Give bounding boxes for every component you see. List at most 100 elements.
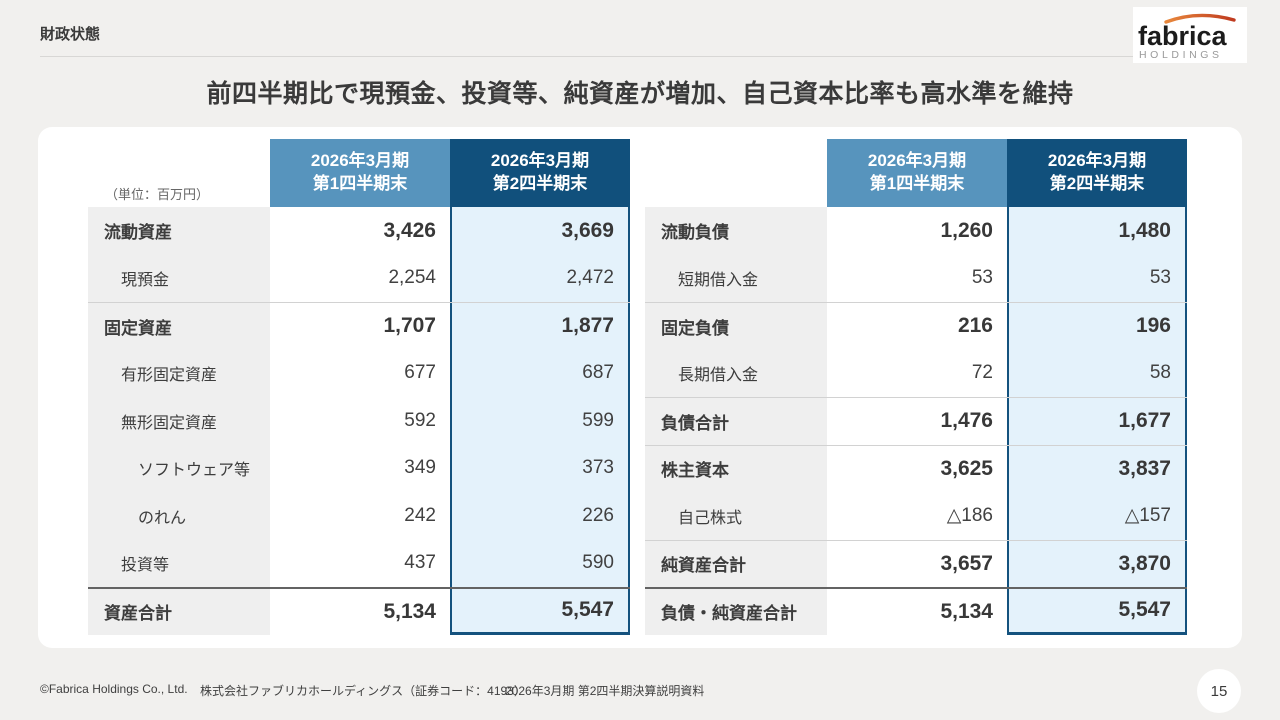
unit-label: （単位：百万円） <box>105 187 210 202</box>
content-card: （単位：百万円） 2026年3月期 第1四半期末 2026年3月期 第2四半期末… <box>38 127 1242 648</box>
value-q1: 5,134 <box>940 599 993 623</box>
row-label: 流動負債 <box>645 207 827 255</box>
row-label: 長期借入金 <box>645 349 827 397</box>
col-header-q1: 2026年3月期 第1四半期末 <box>827 139 1007 207</box>
value-q1: 349 <box>404 457 436 479</box>
value-q2: 196 <box>1007 303 1187 350</box>
table-row: 投資等 437 590 <box>88 539 630 587</box>
table-row: のれん 242 226 <box>88 492 630 540</box>
liabilities-table-body: 流動負債 1,260 1,480 短期借入金 53 53 固定負債 216 196 長期借入金 72… <box>645 207 1187 635</box>
value-q1: 1,260 <box>940 218 993 242</box>
row-label: 無形固定資産 <box>88 397 270 445</box>
row-label: 純資産合計 <box>645 540 827 587</box>
value-q1: 3,657 <box>940 551 993 575</box>
company-logo: fabrica HOLDINGS <box>1133 7 1247 63</box>
col-header-q1-line2: 第1四半期末 <box>312 174 408 193</box>
page-number: 15 <box>1197 669 1241 713</box>
table-row: 負債合計 1,476 1,677 <box>645 397 1187 445</box>
liabilities-table-header: 2026年3月期 第1四半期末 2026年3月期 第2四半期末 <box>827 139 1187 207</box>
table-row: 有形固定資産 677 687 <box>88 349 630 397</box>
logo-arc-icon <box>1164 13 1236 24</box>
value-q2: 5,547 <box>450 589 630 635</box>
value-q1: 5,134 <box>383 599 436 623</box>
col-header-q1-line1: 2026年3月期 <box>867 151 967 171</box>
col-header-q2: 2026年3月期 第2四半期末 <box>1007 139 1187 207</box>
col-header-q1-line2: 第1四半期末 <box>869 174 965 193</box>
value-q2: 5,547 <box>1007 589 1187 635</box>
table-row: 流動負債 1,260 1,480 <box>645 207 1187 255</box>
row-label: 固定負債 <box>645 303 827 350</box>
row-label: 負債合計 <box>645 398 827 445</box>
assets-table: 2026年3月期 第1四半期末 2026年3月期 第2四半期末 流動資産 3,42… <box>88 139 630 635</box>
table-row: 流動資産 3,426 3,669 <box>88 207 630 255</box>
liabilities-table: 2026年3月期 第1四半期末 2026年3月期 第2四半期末 流動負債 1,26… <box>645 139 1187 635</box>
value-q1: 216 <box>957 314 993 338</box>
col-header-q2-line1: 2026年3月期 <box>490 151 590 171</box>
value-q2: 2,472 <box>450 254 630 302</box>
value-q2: 687 <box>450 349 630 397</box>
table-row: 無形固定資産 592 599 <box>88 397 630 445</box>
value-q2: 1,677 <box>1007 398 1187 445</box>
value-q2: 58 <box>1007 349 1187 397</box>
value-q2: 599 <box>450 397 630 445</box>
table-row: 短期借入金 53 53 <box>645 254 1187 302</box>
row-label: 負債・純資産合計 <box>645 589 827 635</box>
table-row: ソフトウェア等 349 373 <box>88 444 630 492</box>
table-row: 純資産合計 3,657 3,870 <box>645 539 1187 587</box>
svg-text:fabrica: fabrica <box>1138 21 1228 51</box>
table-row: 自己株式 △186 △157 <box>645 492 1187 540</box>
table-row: 負債・純資産合計 5,134 5,547 <box>645 587 1187 635</box>
col-header-q2-line2: 第2四半期末 <box>1049 174 1145 193</box>
value-q1: △186 <box>946 505 993 527</box>
value-q2: 53 <box>1007 254 1187 302</box>
table-row: 資産合計 5,134 5,547 <box>88 587 630 635</box>
svg-text:HOLDINGS: HOLDINGS <box>1139 49 1223 61</box>
table-row: 固定負債 216 196 <box>645 302 1187 350</box>
value-q2: 373 <box>450 444 630 492</box>
value-q2: 1,480 <box>1007 207 1187 255</box>
value-q1: 437 <box>404 552 436 574</box>
table-row: 株主資本 3,625 3,837 <box>645 444 1187 492</box>
value-q1: 242 <box>404 504 436 526</box>
col-header-q1-line1: 2026年3月期 <box>310 151 410 171</box>
col-header-q2-line2: 第2四半期末 <box>492 174 588 193</box>
row-label: 有形固定資産 <box>88 349 270 397</box>
row-label: 資産合計 <box>88 589 270 635</box>
assets-table-body: 流動資産 3,426 3,669 現預金 2,254 2,472 固定資産 1,707 1,87… <box>88 207 630 635</box>
footer-copyright: ©Fabrica Holdings Co., Ltd. <box>40 682 188 696</box>
value-q1: 2,254 <box>388 267 436 289</box>
row-label: 投資等 <box>88 539 270 587</box>
header-divider <box>40 56 1178 57</box>
value-q1: 1,476 <box>940 409 993 433</box>
page-tag: 財政状態 <box>40 26 101 43</box>
row-label: 株主資本 <box>645 445 827 492</box>
value-q2: △157 <box>1007 492 1187 540</box>
assets-table-header: 2026年3月期 第1四半期末 2026年3月期 第2四半期末 <box>270 139 630 207</box>
col-header-q2: 2026年3月期 第2四半期末 <box>450 139 630 207</box>
slide-title: 前四半期比で現預金、投資等、純資産が増加、自己資本比率も高水準を維持 <box>206 80 1074 108</box>
value-q2: 3,837 <box>1007 445 1187 492</box>
row-label: 自己株式 <box>645 492 827 540</box>
value-q1: 3,625 <box>940 456 993 480</box>
row-label: 固定資産 <box>88 303 270 350</box>
col-header-q1: 2026年3月期 第1四半期末 <box>270 139 450 207</box>
fabrica-logo-graphic: fabrica HOLDINGS <box>1138 13 1236 61</box>
row-label: ソフトウェア等 <box>88 444 270 492</box>
footer-company-name: 株式会社ファブリカホールディングス（証券コード：4193） <box>200 684 526 698</box>
footer-document-title: 2026年3月期 第2四半期決算説明資料 <box>505 684 705 698</box>
value-q1: 72 <box>971 362 993 384</box>
row-label: 流動資産 <box>88 207 270 255</box>
value-q2: 226 <box>450 492 630 540</box>
value-q1: 1,707 <box>383 314 436 338</box>
table-row: 現預金 2,254 2,472 <box>88 254 630 302</box>
value-q2: 1,877 <box>450 303 630 350</box>
value-q1: 53 <box>971 267 993 289</box>
value-q2: 590 <box>450 539 630 587</box>
table-row: 固定資産 1,707 1,877 <box>88 302 630 350</box>
value-q2: 3,870 <box>1007 540 1187 587</box>
table-row: 長期借入金 72 58 <box>645 349 1187 397</box>
row-label: 現預金 <box>88 254 270 302</box>
value-q1: 592 <box>404 409 436 431</box>
col-header-q2-line1: 2026年3月期 <box>1047 151 1147 171</box>
value-q2: 3,669 <box>450 207 630 255</box>
